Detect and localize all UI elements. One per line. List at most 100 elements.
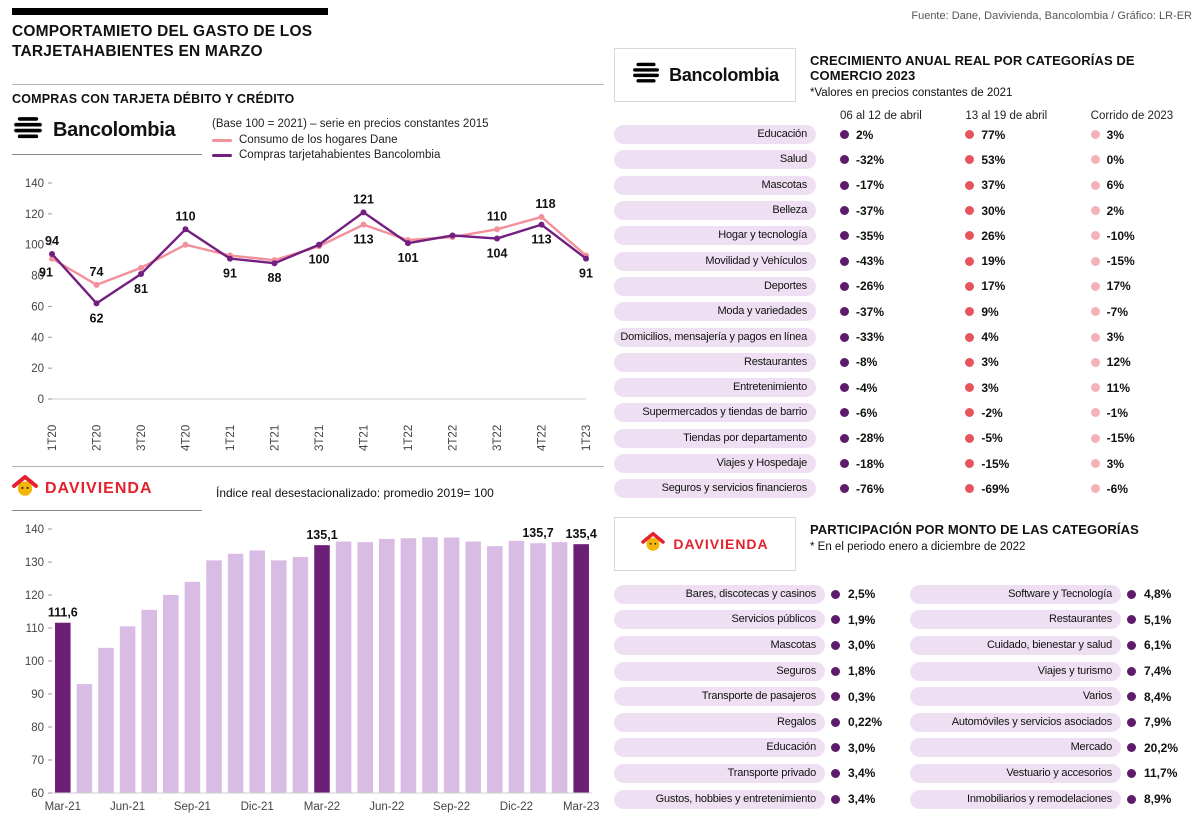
value-dot — [840, 130, 849, 140]
highlight-bar — [573, 544, 589, 793]
table-row: Restaurantes -8% 3% 12% — [614, 350, 1192, 375]
category-pill: Transporte privado — [614, 763, 825, 783]
value-text: -10% — [1106, 228, 1135, 243]
y-axis-label: 120 — [25, 590, 44, 602]
category-pill: Bares, discotecas y casinos — [614, 584, 825, 604]
y-axis-label: 130 — [25, 557, 44, 569]
table-row: Movilidad y Vehículos -43% 19% -15% — [614, 248, 1192, 273]
value-cell: -28% — [816, 431, 941, 445]
value-dot — [840, 484, 849, 494]
bancolombia-logo: Bancolombia — [12, 116, 202, 155]
x-axis-label: 1T20 — [47, 425, 59, 451]
participation-row: Automóviles y servicios asociados 7,9% — [910, 709, 1192, 735]
value-cell: -4% — [816, 381, 941, 395]
table-row: Hogar y tecnología -35% 26% -10% — [614, 223, 1192, 248]
value-cell: 4% — [941, 330, 1066, 344]
data-point — [538, 213, 545, 220]
participation-row: Varios 8,4% — [910, 684, 1192, 710]
category-pill: Viajes y turismo — [910, 661, 1121, 681]
point-label: 121 — [353, 192, 374, 206]
value-dot — [1127, 794, 1136, 804]
value-text: 6,1% — [1144, 638, 1172, 653]
value-text: 17% — [981, 279, 1006, 294]
left-column: COMPRAS CON TARJETA DÉBITO Y CRÉDITO Ban… — [12, 84, 604, 824]
participation-row: Bares, discotecas y casinos 2,5% — [614, 581, 896, 607]
category-pill: Moda y variedades — [614, 302, 816, 322]
value-dot — [965, 459, 975, 468]
value-cell: 17% — [1067, 279, 1192, 293]
value-text: 7,9% — [1144, 715, 1172, 730]
value-text: 9% — [981, 304, 999, 319]
category-pill: Vestuario y accesorios — [910, 763, 1121, 783]
data-point — [360, 209, 367, 216]
value-cell: -2% — [941, 406, 1066, 420]
point-label: 74 — [90, 265, 104, 279]
value-cell: -15% — [1067, 431, 1192, 445]
value-cell: -35% — [816, 229, 941, 243]
category-pill: Educación — [614, 738, 825, 758]
value-dot — [965, 256, 975, 266]
value-cell: -15% — [941, 457, 1066, 471]
value-text: -17% — [856, 178, 885, 193]
value-dot — [965, 383, 975, 393]
point-label: 62 — [90, 311, 104, 325]
value-dot — [831, 615, 840, 625]
category-pill: Varios — [910, 687, 1121, 707]
bar — [487, 546, 503, 793]
y-axis-label: 110 — [26, 623, 44, 635]
data-point — [138, 264, 144, 271]
data-point — [316, 241, 322, 248]
bar — [379, 538, 395, 793]
value-dot — [840, 332, 849, 342]
value-cell: 2% — [816, 128, 941, 142]
category-pill: Salud — [614, 150, 816, 170]
value-dot — [1090, 307, 1100, 317]
value-cell: 30% — [941, 204, 1066, 218]
base-note: (Base 100 = 2021) – serie en precios con… — [212, 118, 489, 130]
legend-label-dane: Consumo de los hogares Dane — [239, 134, 398, 146]
value-dot — [1127, 589, 1136, 599]
value-dot — [840, 459, 849, 468]
value-text: -33% — [856, 330, 885, 345]
value-text: -15% — [1106, 254, 1135, 269]
title-accent-bar — [12, 8, 328, 15]
value-dot — [840, 256, 849, 266]
category-pill: Mascotas — [614, 635, 825, 655]
legend-item-dane: Consumo de los hogares Dane — [212, 134, 489, 146]
value-dot — [1090, 408, 1100, 418]
participation-row: Seguros 1,8% — [614, 658, 896, 684]
data-point — [182, 226, 189, 233]
value-text: 11,7% — [1144, 766, 1178, 781]
value-text: -18% — [856, 456, 885, 471]
y-axis-label: 60 — [31, 788, 44, 800]
category-pill: Gustos, hobbies y entretenimiento — [614, 789, 825, 809]
data-point — [405, 240, 411, 247]
value-dot — [965, 484, 975, 494]
x-axis-label: Mar-22 — [304, 801, 340, 813]
participation-row: Mercado 20,2% — [910, 735, 1192, 761]
value-text: 17% — [1106, 279, 1131, 294]
y-axis-label: 120 — [25, 209, 44, 221]
category-pill: Transporte de pasajeros — [614, 687, 825, 707]
value-text: -26% — [856, 279, 885, 294]
bar-label: 135,7 — [522, 526, 553, 540]
value-cell: 12% — [1067, 355, 1192, 369]
column-header-ytd: Corrido de 2023 — [1090, 110, 1174, 122]
x-axis-label: Mar-23 — [563, 801, 599, 813]
value-text: 3,0% — [848, 638, 876, 653]
value-dot — [965, 357, 975, 367]
value-text: -28% — [856, 431, 885, 446]
davivienda-house-icon — [641, 531, 666, 557]
participation-row: Viajes y turismo 7,4% — [910, 658, 1192, 684]
value-text: 3% — [1106, 330, 1124, 345]
value-dot — [840, 408, 849, 418]
x-axis-label: Jun-22 — [369, 801, 404, 813]
value-cell: -1% — [1067, 406, 1192, 420]
table-row: Salud -32% 53% 0% — [614, 147, 1192, 172]
section-divider — [12, 466, 604, 467]
bar — [119, 626, 136, 793]
value-text: 19% — [981, 254, 1006, 269]
category-pill: Belleza — [614, 201, 816, 221]
value-dot — [840, 231, 849, 241]
data-point — [271, 260, 278, 267]
